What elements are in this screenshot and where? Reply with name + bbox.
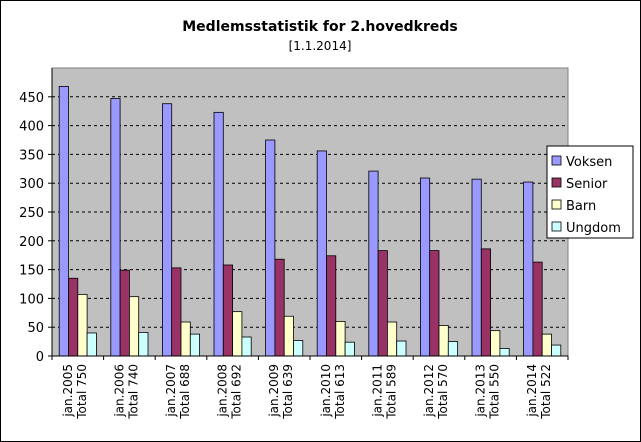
chart-title: Medlemsstatistik for 2.hovedkreds [182,19,457,35]
y-tick-label-350: 350 [19,148,44,163]
x-tick-label-5-1: Total 613 [333,364,347,420]
bar-barn-3 [232,311,243,357]
legend-swatch-ungdom [551,221,562,232]
x-tick-label-9-0: jan.2014 [525,364,539,418]
bar-senior-3 [222,264,234,357]
y-tick-label-150: 150 [19,264,44,279]
x-tick-label-0-0: jan.2005 [61,364,75,418]
bar-senior-2 [171,267,182,357]
x-tick-label-0-1: Total 750 [75,364,89,420]
legend-label-senior: Senior [566,177,608,192]
legend-label-barn: Barn [566,199,596,214]
bar-voksen-9 [523,181,534,357]
bar-voksen-5 [316,150,327,357]
bar-ungdom-8 [499,348,510,357]
bar-senior-7 [429,250,440,357]
bar-voksen-7 [419,177,431,357]
bar-senior-0 [68,277,79,357]
legend-swatch-barn [551,199,562,210]
x-tick-label-3-1: Total 692 [230,364,244,420]
bar-voksen-4 [265,139,276,357]
y-tick-label-50: 50 [27,321,44,336]
y-axis: 0 50 100 150 200 250 300 350 400 450 [19,68,53,365]
bar-barn-4 [283,315,294,357]
x-tick-label-6-0: jan.2011 [370,364,384,418]
y-tick-label-100: 100 [19,292,44,307]
x-tick-label-5-0: jan.2010 [319,364,333,418]
x-tick-label-8-1: Total 550 [488,364,502,420]
bar-senior-4 [274,258,285,357]
y-tick-label-450: 450 [19,91,44,106]
bar-senior-8 [480,248,491,357]
bar-voksen-2 [161,103,173,357]
x-tick-label-3-0: jan.2008 [216,364,230,418]
bar-barn-0 [77,293,88,357]
y-tick-label-400: 400 [19,120,44,135]
bar-barn-6 [386,321,398,357]
y-tick-label-200: 200 [19,235,44,250]
bar-ungdom-4 [293,340,304,357]
legend-label-voksen: Voksen [566,155,612,170]
bar-barn-7 [438,325,449,357]
y-tick-label-0: 0 [36,350,44,365]
bar-voksen-3 [213,111,224,357]
legend: Voksen Senior Barn Ungdom [546,145,634,239]
x-tick-label-8-0: jan.2013 [474,364,488,418]
x-tick-label-7-0: jan.2012 [422,364,436,418]
x-tick-label-2-0: jan.2007 [164,364,178,418]
x-axis: jan.2005 Total 750 jan.2006 Total 740 jan.20… [51,355,569,420]
legend-swatch-voksen [551,155,562,166]
bar-barn-2 [180,321,191,357]
bar-senior-1 [119,269,130,357]
x-tick-label-4-1: Total 639 [281,364,295,420]
bar-barn-9 [541,333,552,357]
bar-barn-5 [335,321,346,357]
bar-voksen-6 [368,170,379,357]
bar-voksen-0 [58,86,69,357]
x-tick-label-9-1: Total 522 [539,364,553,420]
bar-ungdom-0 [86,332,97,357]
bar-barn-8 [490,330,501,357]
bar-barn-1 [128,296,140,357]
bar-ungdom-2 [189,333,201,357]
bar-voksen-1 [110,98,121,357]
chart-subtitle: [1.1.2014] [289,39,352,53]
x-tick-label-1-1: Total 740 [126,364,140,420]
y-tick-label-300: 300 [19,177,44,192]
bar-ungdom-1 [138,331,149,357]
bar-ungdom-3 [241,336,252,357]
x-tick-label-6-1: Total 589 [384,364,398,420]
x-tick-label-4-0: jan.2009 [267,364,281,418]
bar-senior-5 [326,255,337,357]
bar-ungdom-5 [344,341,355,357]
legend-swatch-senior [551,177,562,188]
bar-voksen-8 [471,178,482,357]
bar-senior-9 [532,261,543,357]
x-tick-label-1-0: jan.2006 [112,364,126,418]
x-tick-label-2-1: Total 688 [178,364,192,420]
legend-label-ungdom: Ungdom [566,221,621,236]
bar-ungdom-9 [551,344,562,357]
y-tick-label-250: 250 [19,206,44,221]
bar-ungdom-7 [447,341,458,357]
bar-senior-6 [377,250,388,357]
x-tick-label-7-1: Total 570 [436,364,450,420]
bar-ungdom-6 [396,340,407,357]
